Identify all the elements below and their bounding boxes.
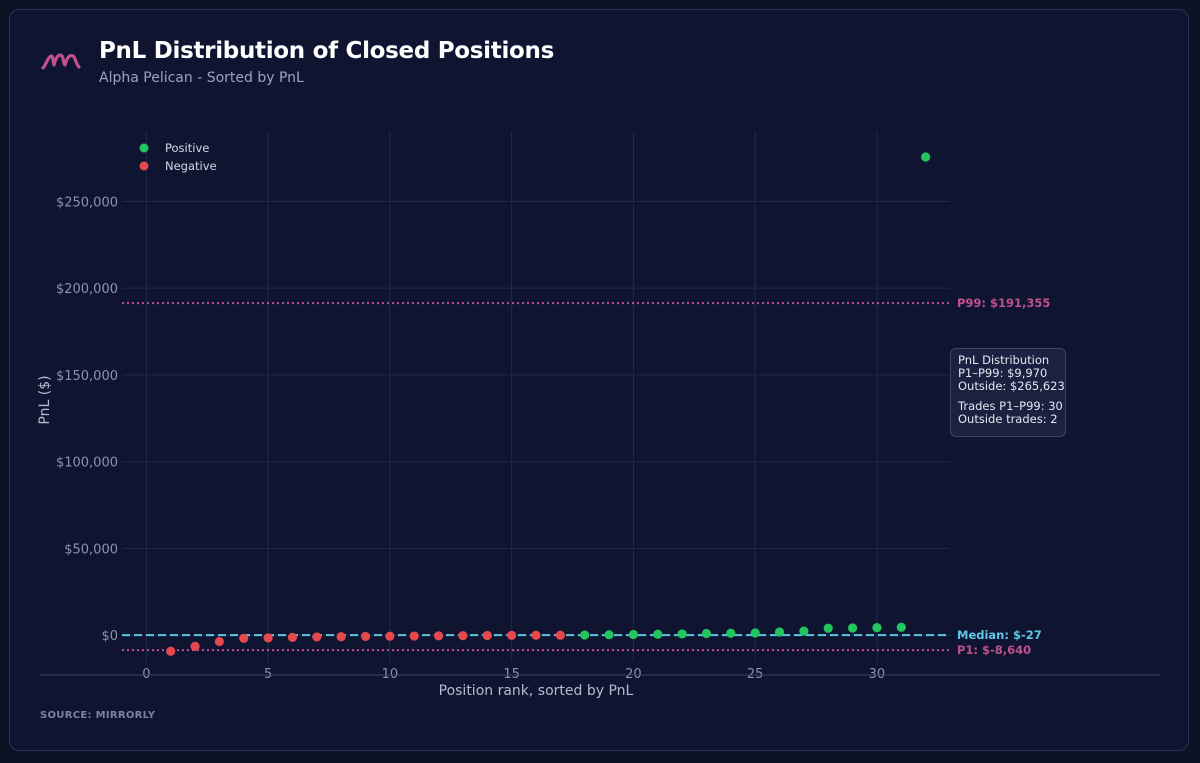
negative-point xyxy=(458,631,468,641)
info-box-p1-p99: P1–P99: $9,970 xyxy=(958,366,1048,380)
info-box-trades-p1-p99: Trades P1–P99: 30 xyxy=(958,399,1063,413)
negative-point xyxy=(409,631,419,641)
y-tick-label: $0 xyxy=(101,629,118,644)
info-box-outside-trades: Outside trades: 2 xyxy=(958,412,1058,426)
negative-point xyxy=(531,630,541,640)
info-box-title: PnL Distribution xyxy=(958,353,1050,367)
y-axis-label: PnL ($) xyxy=(37,375,53,424)
negative-point xyxy=(312,632,322,642)
tick-labels: 0 5 10 15 20 25 30$0$50,000$100,000$150,000$20… xyxy=(56,195,885,682)
positive-point xyxy=(653,629,663,639)
positive-point xyxy=(823,623,833,633)
x-axis-label: Position rank, sorted by PnL xyxy=(439,683,634,699)
info-box-outside: Outside: $265,623 xyxy=(958,379,1065,393)
y-tick-label: $100,000 xyxy=(56,456,118,471)
negative-point xyxy=(482,630,492,641)
negative-point xyxy=(336,632,346,642)
y-tick-label: $250,000 xyxy=(56,195,118,210)
positive-point xyxy=(847,623,858,633)
page-subtitle: Alpha Pelican - Sorted by PnL xyxy=(99,70,304,86)
negative-point xyxy=(360,631,371,642)
legend-positive-marker xyxy=(139,143,149,153)
positive-point xyxy=(921,152,931,162)
negative-point xyxy=(190,641,200,651)
negative-point xyxy=(263,633,273,643)
positive-point xyxy=(872,622,882,633)
negative-point xyxy=(287,632,298,642)
reference-line-label: P1: $-8,640 xyxy=(957,643,1031,657)
negative-point xyxy=(239,633,249,643)
grid-lines xyxy=(122,132,950,662)
reference-line-label: Median: $-27 xyxy=(957,628,1042,642)
negative-point xyxy=(385,631,395,641)
data-points xyxy=(166,152,931,656)
negative-point xyxy=(166,646,176,656)
legend-positive-label: Positive xyxy=(165,141,209,155)
positive-point xyxy=(580,630,590,640)
negative-point xyxy=(555,630,565,640)
distribution-info-box: PnL Distribution P1–P99: $9,970 Outside:… xyxy=(950,348,1066,437)
positive-point xyxy=(799,626,809,636)
legend: Positive Negative xyxy=(139,141,217,173)
brand-logo-icon xyxy=(41,53,81,70)
positive-point xyxy=(628,629,639,640)
negative-point xyxy=(507,630,517,641)
negative-point xyxy=(214,636,225,647)
positive-point xyxy=(677,629,687,639)
page-title: PnL Distribution of Closed Positions xyxy=(99,38,554,64)
positive-point xyxy=(750,628,760,638)
positive-point xyxy=(701,628,712,639)
y-tick-label: $200,000 xyxy=(56,282,118,297)
positive-point xyxy=(896,622,906,632)
positive-point xyxy=(726,628,736,638)
legend-negative-marker xyxy=(139,161,149,171)
positive-point xyxy=(604,630,614,640)
negative-point xyxy=(433,631,444,641)
positive-point xyxy=(774,627,785,637)
y-tick-label: $50,000 xyxy=(64,542,118,557)
legend-negative-label: Negative xyxy=(165,159,217,173)
reference-line-label: P99: $191,355 xyxy=(957,296,1050,310)
source-note: SOURCE: MIRRORLY xyxy=(40,710,156,721)
y-tick-label: $150,000 xyxy=(56,369,118,384)
